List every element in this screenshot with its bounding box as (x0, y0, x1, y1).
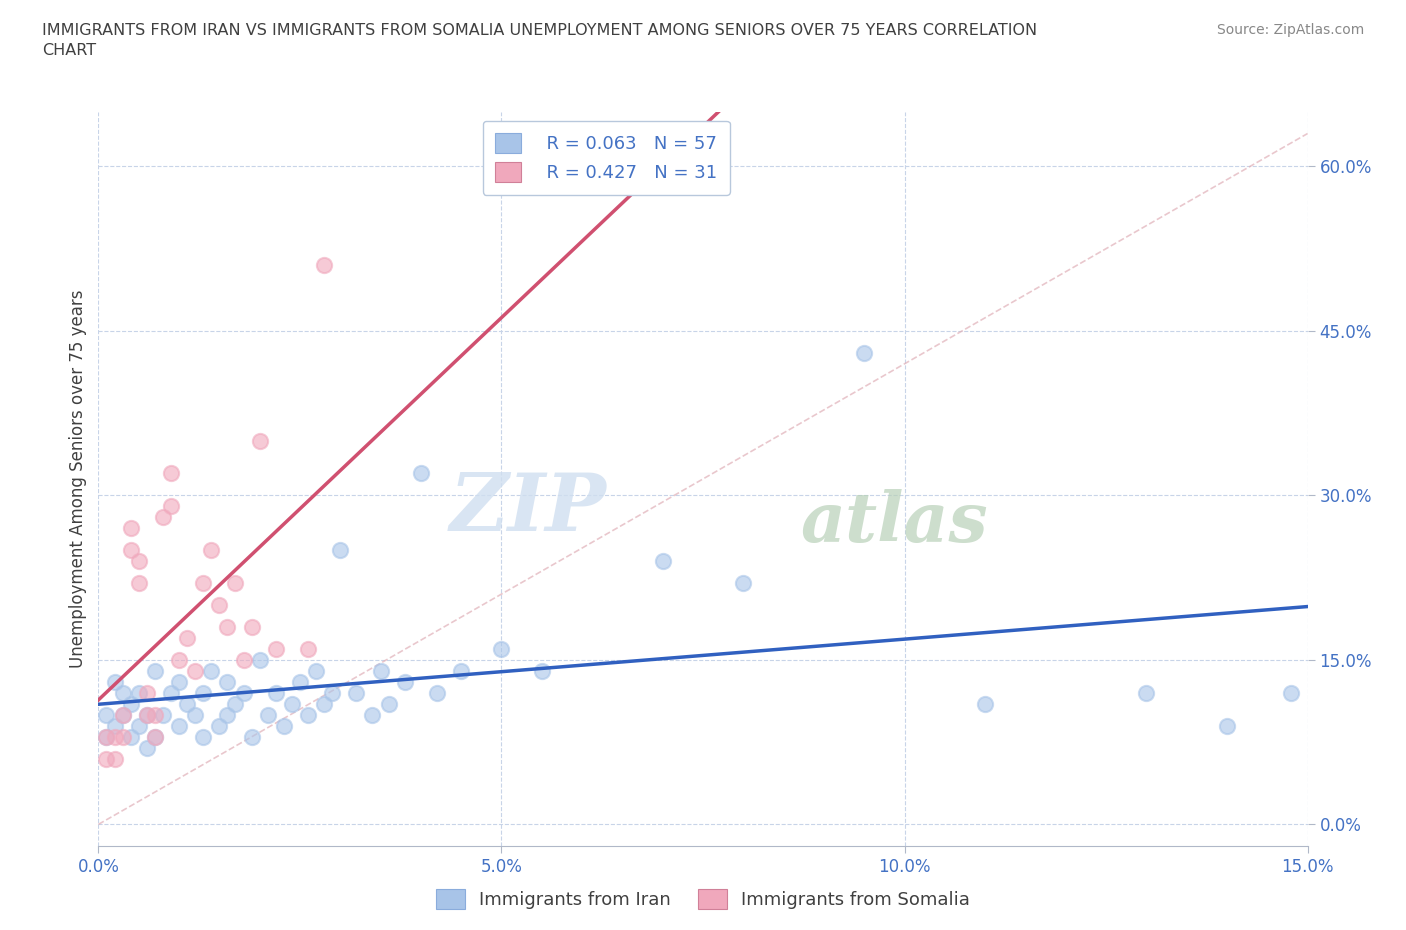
Point (217, 674, 239, 689)
Point (409, 466, 432, 481)
Point (264, 642, 287, 657)
Point (135, 685, 157, 700)
Point (273, 718, 295, 733)
Point (256, 708, 278, 723)
Point (530, 663, 553, 678)
Point (96, 729, 118, 744)
Text: ZIP: ZIP (450, 470, 606, 547)
Legend: Immigrants from Iran, Immigrants from Somalia: Immigrants from Iran, Immigrants from So… (429, 882, 977, 916)
Point (193, 685, 215, 700)
Point (651, 553, 673, 568)
Point (217, 708, 239, 723)
Point (120, 521, 142, 536)
Point (329, 543, 352, 558)
Point (232, 685, 254, 700)
Point (128, 685, 150, 700)
Point (143, 663, 166, 678)
Point (208, 598, 231, 613)
Point (281, 697, 304, 711)
Point (305, 663, 328, 678)
Point (103, 718, 125, 733)
Point (249, 433, 271, 448)
Point (426, 685, 449, 700)
Point (184, 708, 207, 723)
Point (297, 708, 319, 723)
Point (135, 708, 157, 723)
Point (1216, 718, 1239, 733)
Point (217, 619, 239, 634)
Point (240, 619, 263, 634)
Point (208, 718, 231, 733)
Point (853, 345, 876, 360)
Point (394, 674, 416, 689)
Point (143, 729, 166, 744)
Point (249, 653, 271, 668)
Point (176, 631, 198, 645)
Point (111, 685, 134, 700)
Point (377, 697, 399, 711)
Point (135, 708, 157, 723)
Point (297, 642, 319, 657)
Point (160, 498, 183, 513)
Point (184, 663, 207, 678)
Point (103, 674, 125, 689)
Point (120, 543, 142, 558)
Text: IMMIGRANTS FROM IRAN VS IMMIGRANTS FROM SOMALIA UNEMPLOYMENT AMONG SENIORS OVER : IMMIGRANTS FROM IRAN VS IMMIGRANTS FROM … (42, 23, 1038, 58)
Point (264, 685, 287, 700)
Point (128, 576, 150, 591)
Point (361, 708, 384, 723)
Text: atlas: atlas (800, 489, 987, 557)
Point (120, 729, 142, 744)
Point (288, 674, 311, 689)
Point (491, 642, 513, 657)
Point (152, 708, 174, 723)
Point (974, 697, 997, 711)
Point (167, 674, 190, 689)
Point (143, 708, 166, 723)
Point (160, 466, 183, 481)
Point (450, 663, 472, 678)
Point (733, 576, 755, 591)
Point (160, 685, 183, 700)
Point (232, 653, 254, 668)
Point (344, 685, 367, 700)
Point (200, 543, 222, 558)
Y-axis label: Unemployment Among Seniors over 75 years: Unemployment Among Seniors over 75 years (69, 290, 87, 668)
Point (143, 729, 166, 744)
Point (224, 697, 246, 711)
Point (321, 685, 343, 700)
Point (135, 740, 157, 755)
Point (314, 258, 336, 272)
Point (111, 708, 134, 723)
Point (128, 718, 150, 733)
Point (96, 708, 118, 723)
Point (128, 553, 150, 568)
Point (103, 729, 125, 744)
Point (176, 697, 198, 711)
Point (314, 697, 336, 711)
Point (1281, 685, 1303, 700)
Point (96, 729, 118, 744)
Point (152, 510, 174, 525)
Point (224, 576, 246, 591)
Point (103, 751, 125, 766)
Point (96, 751, 118, 766)
Point (120, 697, 142, 711)
Point (1135, 685, 1157, 700)
Point (240, 729, 263, 744)
Point (111, 708, 134, 723)
Legend:   R = 0.063   N = 57,   R = 0.427   N = 31: R = 0.063 N = 57, R = 0.427 N = 31 (482, 121, 730, 194)
Point (167, 718, 190, 733)
Point (370, 663, 392, 678)
Point (200, 663, 222, 678)
Point (193, 576, 215, 591)
Point (193, 729, 215, 744)
Point (167, 653, 190, 668)
Point (111, 729, 134, 744)
Text: Source: ZipAtlas.com: Source: ZipAtlas.com (1216, 23, 1364, 37)
